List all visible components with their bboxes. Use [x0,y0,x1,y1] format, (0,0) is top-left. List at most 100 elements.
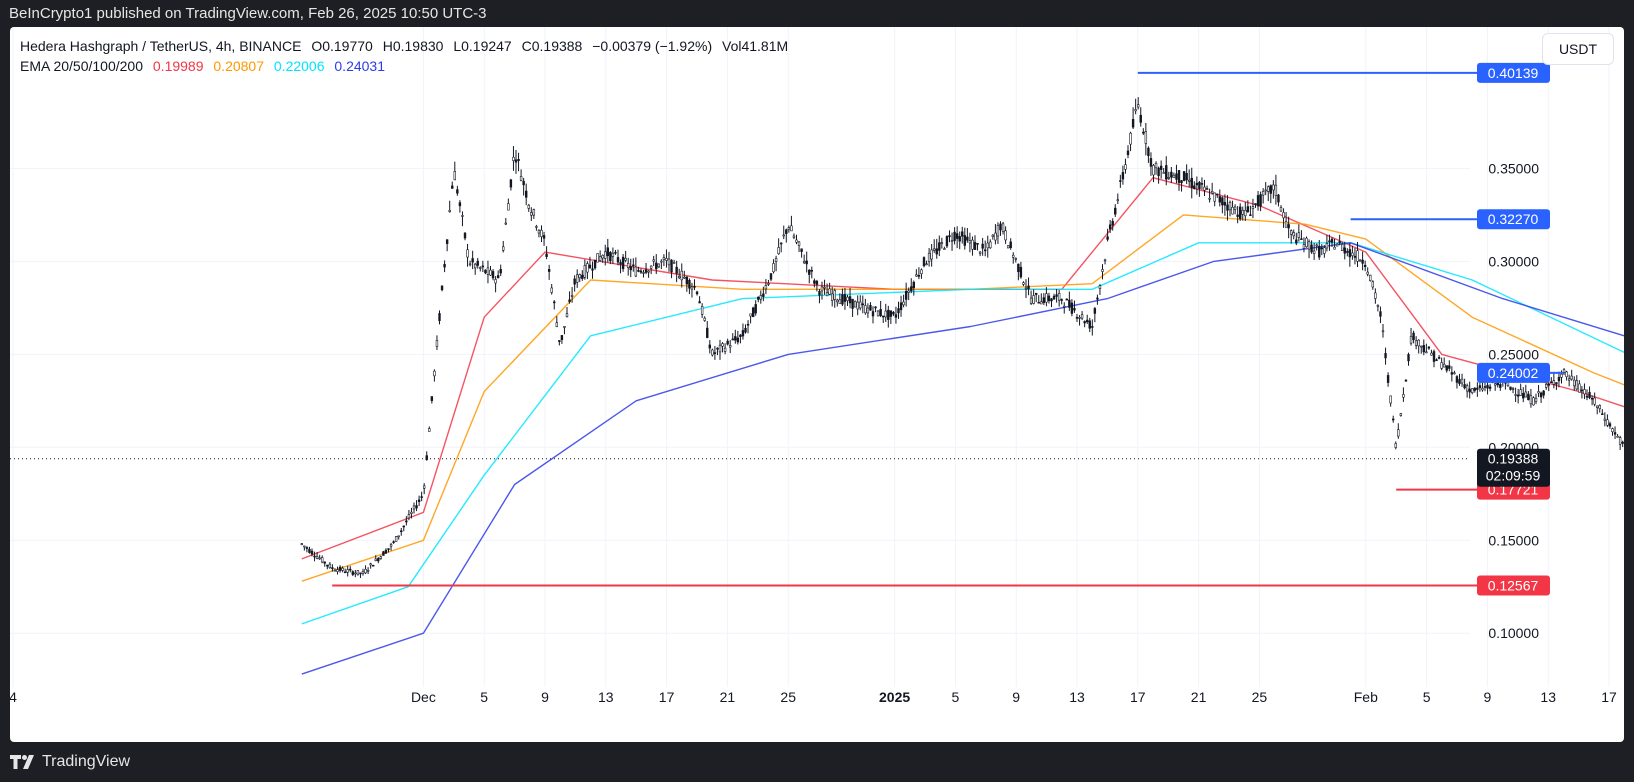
chart-panel[interactable]: 0.40139 0.32270 0.24002 0.17721 0.12567 0.193… [10,27,1624,742]
candle-body [1088,320,1091,329]
candle-body [672,262,676,264]
candle-body [1290,230,1293,235]
candle-body [986,242,989,249]
candle-body [1343,247,1346,254]
candle-body [963,235,967,246]
candle-body [1341,244,1344,251]
candle-body [1379,311,1382,317]
candle-body [1598,405,1601,409]
candle-body [451,185,454,189]
candle-body [1017,263,1020,273]
candle-body [647,270,650,273]
candle-body [1267,186,1270,192]
candle-body [326,564,329,567]
candle-body [1399,413,1403,416]
candle-body [731,338,734,341]
candle-body [1149,158,1153,167]
candle-body [512,156,515,161]
candle-body [675,266,678,274]
x-tick-label: 13 [1069,689,1085,705]
candle-body [1310,244,1313,253]
candle-body [930,249,933,260]
candle-body [1590,397,1594,400]
candle-body [688,280,691,289]
candle-body [1185,172,1188,181]
candle-body [805,260,808,265]
candle-body [1012,254,1015,258]
candle-body [435,340,439,347]
candle-body [1045,293,1048,303]
legend-ema100-value: 0.22006 [273,58,325,74]
publisher-bar: BeInCrypto1 published on TradingView.com… [0,0,1634,27]
x-tick-label: 4 [10,689,17,705]
candle-body [1134,109,1137,112]
candle-body [1611,428,1614,433]
candle-body [1539,392,1543,398]
candle-body [708,344,712,349]
candle-body [1542,390,1545,396]
x-tick-label: 9 [1012,689,1020,705]
candle-body [1287,224,1290,229]
candle-body [545,253,548,257]
candle-body [1529,395,1533,405]
candle-body [777,247,780,254]
candle-body [1376,305,1380,307]
legend-low: L0.19247 [453,38,512,54]
candle-body [1119,180,1122,182]
footer: TradingView [0,742,1634,782]
candle-body [1450,372,1454,375]
candle-body [864,305,867,314]
candle-body [479,267,482,269]
candle-body [1172,174,1176,178]
candle-body [1613,432,1617,435]
candle-body [874,306,877,309]
candle-body [346,569,349,573]
candle-body [833,290,836,300]
candle-body [1210,191,1214,194]
candle-body [1432,351,1436,362]
candle-body [1315,244,1318,247]
candle-body [341,567,344,571]
candle-body [769,273,773,280]
x-tick-label: 5 [1423,689,1431,705]
candle-body [433,370,436,377]
candle-body [785,229,788,234]
currency-button[interactable]: USDT [1542,33,1614,65]
candle-body [1284,221,1288,228]
candle-body [496,275,500,279]
candle-body [1511,388,1515,390]
legend-ohlc-row: Hedera Hashgraph / TetherUS, 4h, BINANCE… [20,36,794,56]
legend-open: O0.19770 [311,38,373,54]
candle-body [759,295,763,300]
price-chart[interactable]: 0.401390.322700.240020.177210.125670.193… [10,27,1624,742]
candle-body [530,212,533,216]
x-tick-label: 17 [1601,689,1617,705]
candle-body [961,231,964,237]
candle-body [563,326,566,328]
candle-body [1618,437,1622,445]
candle-body [1601,413,1604,415]
candle-body [1137,104,1140,108]
candle-body [598,256,602,261]
candle-body [415,505,418,509]
candle-body [642,272,645,274]
candle-body [1057,293,1061,301]
candle-body [1188,179,1191,182]
candle-body [1116,199,1120,202]
candle-body [892,311,895,315]
candle-body [981,243,984,249]
candle-body [504,222,507,225]
candle-body [1552,380,1556,385]
candle-body [1412,332,1415,340]
candle-body [456,189,459,194]
candle-body [953,231,956,241]
candle-body [428,428,431,432]
candle-body [1269,185,1273,194]
candle-body [624,258,627,261]
candle-body [1384,353,1387,359]
candle-body [494,279,497,284]
candle-body [1481,387,1484,391]
candle-body [662,257,666,260]
candle-body [823,286,826,289]
grid [10,27,1610,687]
